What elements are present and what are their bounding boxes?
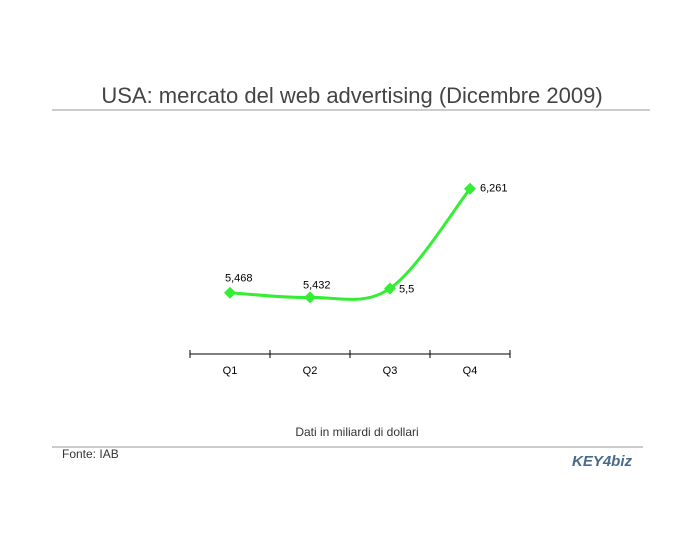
data-label: 5,432 bbox=[303, 279, 331, 291]
marker bbox=[224, 286, 236, 299]
series-line bbox=[229, 187, 472, 301]
note: Dati in miliardi di dollari bbox=[295, 425, 418, 439]
x-tick-label: Q1 bbox=[223, 365, 238, 377]
data-label: 6,261 bbox=[480, 183, 508, 195]
chart-title: USA: mercato del web advertising (Dicemb… bbox=[101, 83, 602, 108]
logo: KEY4biz bbox=[572, 453, 633, 470]
data-label: 5,5 bbox=[399, 283, 414, 295]
x-tick-label: Q4 bbox=[463, 365, 478, 377]
source: Fonte: IAB bbox=[62, 447, 119, 461]
x-tick-label: Q2 bbox=[303, 365, 318, 377]
x-tick-label: Q3 bbox=[383, 365, 398, 377]
marker bbox=[304, 291, 316, 304]
marker bbox=[464, 182, 476, 195]
data-label: 5,468 bbox=[225, 273, 253, 285]
marker bbox=[384, 282, 396, 295]
